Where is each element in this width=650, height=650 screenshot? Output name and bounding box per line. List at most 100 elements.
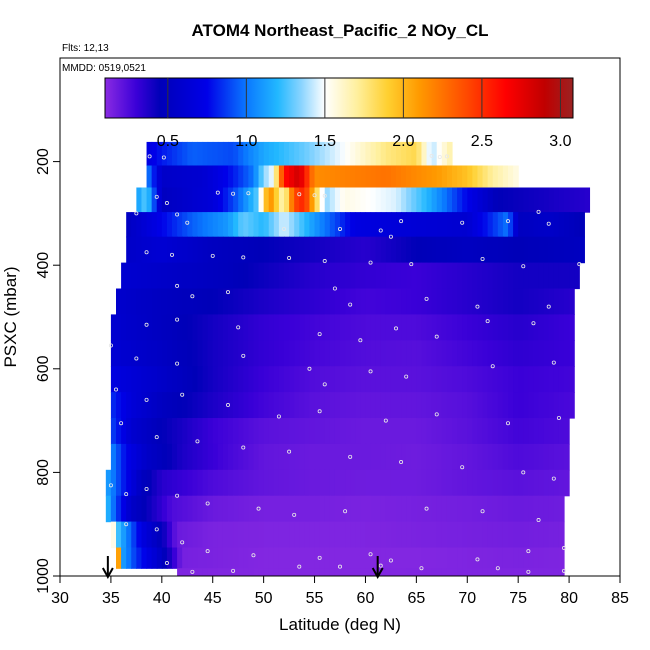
heat-cell: [390, 392, 397, 419]
heat-cell: [268, 366, 275, 393]
heat-cell: [492, 495, 499, 523]
heat-cell: [441, 187, 448, 213]
heat-cell: [299, 568, 305, 576]
heat-cell: [304, 469, 311, 497]
heat-cell: [523, 212, 529, 238]
heat-cell: [548, 187, 555, 213]
heat-cell: [268, 340, 275, 367]
heat-cell: [406, 340, 412, 367]
heat-cell: [329, 212, 336, 238]
heat-cell: [467, 314, 473, 341]
heat-cell: [161, 314, 168, 341]
heat-cell: [314, 314, 321, 341]
heat-cell: [304, 340, 311, 367]
heat-cell: [518, 443, 524, 471]
heat-cell: [390, 165, 397, 189]
heat-cell: [553, 469, 560, 497]
heat-cell: [212, 288, 219, 316]
heat-cell: [564, 262, 570, 290]
heat-cell: [121, 262, 127, 290]
heat-cell: [487, 165, 494, 189]
heat-cell: [136, 236, 143, 264]
heat-cell: [569, 187, 575, 213]
heat-cell: [492, 288, 499, 316]
sample-point: [287, 449, 292, 454]
heat-cell: [131, 340, 137, 367]
heat-cell: [502, 443, 509, 471]
heat-cell: [151, 495, 158, 523]
heat-cell: [212, 568, 219, 576]
heat-cell: [207, 141, 214, 167]
heat-cell: [396, 187, 402, 213]
heat-cell: [508, 262, 514, 290]
heat-cell: [289, 187, 295, 213]
heat-cell: [553, 314, 560, 341]
heat-cell: [238, 314, 244, 341]
heat-cell: [441, 392, 448, 419]
sample-point: [231, 191, 236, 196]
heat-cell: [543, 443, 550, 471]
heat-cell: [426, 236, 433, 264]
heat-cell: [523, 366, 529, 393]
heat-cell: [207, 212, 214, 238]
heat-cell: [207, 568, 214, 576]
heat-cell: [370, 236, 377, 264]
heat-cell: [258, 141, 265, 167]
sample-point: [424, 296, 429, 301]
heat-cell: [523, 547, 529, 569]
sample-point: [424, 506, 429, 511]
heat-cell: [284, 165, 290, 189]
heat-cell: [452, 547, 458, 569]
heat-cell: [294, 392, 300, 419]
heat-cell: [263, 288, 270, 316]
heat-cell: [446, 141, 453, 167]
heat-cell: [406, 314, 412, 341]
sample-point: [337, 226, 342, 231]
heat-cell: [284, 547, 290, 569]
heat-cell: [497, 443, 504, 471]
y-tick-label: 1000: [35, 558, 52, 594]
heat-cell: [426, 469, 433, 497]
heat-cell: [197, 212, 204, 238]
heat-cell: [375, 212, 382, 238]
heat-cell: [319, 165, 326, 189]
heat-cell: [233, 165, 239, 189]
heat-cell: [431, 443, 438, 471]
heat-cell: [467, 443, 473, 471]
heat-cell: [548, 521, 555, 549]
heat-cell: [329, 392, 336, 419]
heat-cell: [278, 262, 285, 290]
heat-cell: [523, 568, 529, 576]
heat-cell: [329, 547, 336, 569]
sample-point: [164, 201, 169, 206]
heat-cell: [222, 366, 229, 393]
sample-point: [317, 332, 322, 337]
colorbar-tick-label: 2.5: [471, 133, 493, 150]
heat-cell: [345, 495, 351, 523]
heat-cell: [345, 141, 351, 167]
heat-cell: [258, 495, 265, 523]
sample-point: [205, 501, 210, 506]
sample-point: [393, 326, 398, 331]
heat-cell: [268, 469, 275, 497]
heat-cell: [268, 568, 275, 576]
heat-cell: [202, 141, 209, 167]
heat-cell: [533, 340, 540, 367]
heat-cell: [233, 212, 239, 238]
heat-cell: [161, 521, 168, 549]
heat-cell: [192, 547, 199, 569]
heat-cell: [202, 495, 209, 523]
heat-cell: [411, 366, 417, 393]
heat-cell: [548, 547, 555, 569]
heat-cell: [284, 521, 290, 549]
heat-cell: [441, 521, 448, 549]
heat-cell: [518, 495, 524, 523]
heat-cell: [126, 262, 132, 290]
heat-cell: [253, 165, 260, 189]
heat-cell: [355, 288, 361, 316]
heat-cell: [304, 418, 311, 445]
heat-cell: [187, 165, 193, 189]
heat-cell: [161, 262, 168, 290]
heat-cell: [340, 340, 346, 367]
heat-cell: [233, 495, 239, 523]
